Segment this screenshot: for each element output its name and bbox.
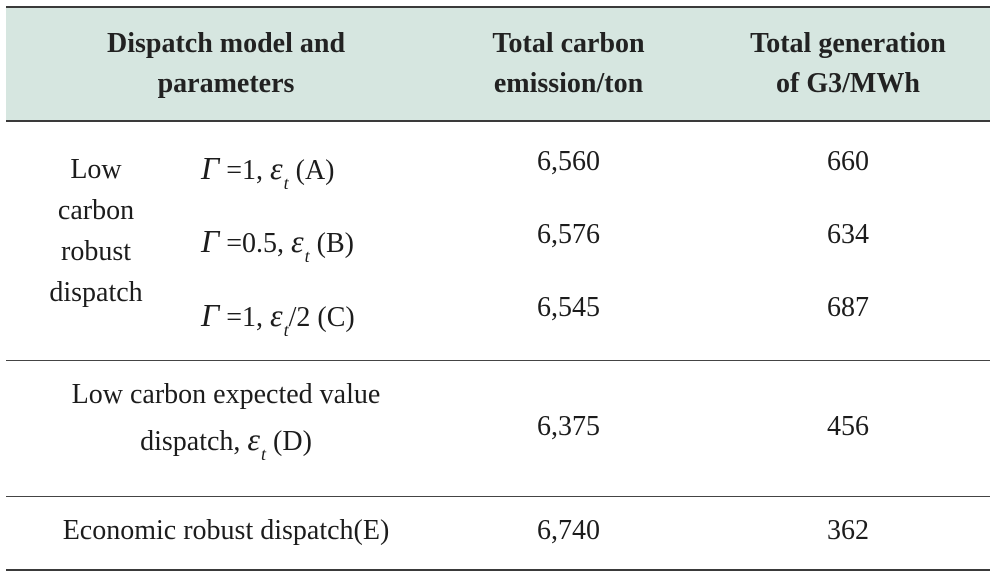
header-dispatch-model-line2: parameters: [157, 68, 295, 99]
group-label-line2: carbon: [57, 195, 135, 226]
row-divider: [6, 360, 990, 361]
row-b-suffix: (B): [309, 228, 354, 259]
gamma-value: =1,: [219, 302, 270, 333]
gamma-value: =1,: [219, 155, 270, 186]
table-header: Dispatch model and parameters Total carb…: [6, 6, 990, 122]
epsilon-subscript: t: [304, 246, 310, 266]
group-low-carbon-robust-label: Low carbon robust dispatch: [16, 148, 176, 315]
row-d-line2: dispatch, εt (D): [6, 421, 446, 464]
row-d-suffix: (D): [266, 426, 312, 457]
header-total-generation: Total generation of G3/MWh: [706, 24, 990, 104]
row-d-emission: 6,375: [537, 411, 600, 442]
row-e-generation: 362: [827, 515, 869, 546]
row-a-suffix: (A): [288, 155, 335, 186]
row-d-prefix: dispatch,: [140, 426, 248, 457]
gamma-value: =0.5,: [219, 228, 291, 259]
table-bottom-rule: [6, 569, 990, 571]
header-total-carbon-line1: Total carbon: [492, 28, 645, 59]
header-dispatch-model: Dispatch model and parameters: [6, 24, 446, 104]
row-a-generation: 660: [827, 146, 869, 177]
epsilon-subscript: t: [261, 444, 267, 464]
row-d-generation: 456: [827, 411, 869, 442]
row-b-emission: 6,576: [537, 219, 600, 250]
group-label-line3: robust: [61, 236, 131, 267]
epsilon-subscript: t: [283, 320, 289, 340]
row-d-params: Low carbon expected value dispatch, εt (…: [6, 378, 446, 464]
row-e-emission: 6,740: [537, 515, 600, 546]
row-divider: [6, 496, 990, 497]
group-label-line4: dispatch: [49, 277, 143, 308]
epsilon-symbol: ε: [291, 223, 304, 259]
header-total-carbon: Total carbon emission/ton: [456, 24, 681, 104]
header-total-generation-line2: of G3/MWh: [776, 68, 920, 99]
row-a-params: Γ =1, εt (A): [201, 150, 446, 193]
epsilon-symbol: ε: [270, 150, 283, 186]
header-total-generation-line1: Total generation: [750, 28, 946, 59]
gamma-symbol: Γ: [201, 150, 220, 186]
row-e-label: Economic robust dispatch(E): [62, 515, 390, 546]
row-b-params: Γ =0.5, εt (B): [201, 223, 446, 266]
gamma-symbol: Γ: [201, 297, 220, 333]
gamma-symbol: Γ: [201, 223, 220, 259]
row-c-emission: 6,545: [537, 292, 600, 323]
row-d-line1: Low carbon expected value: [71, 379, 381, 410]
epsilon-symbol: ε: [270, 297, 283, 333]
row-a-emission: 6,560: [537, 146, 600, 177]
epsilon-subscript: t: [283, 173, 289, 193]
group-label-line1: Low: [70, 154, 122, 185]
header-total-carbon-line2: emission/ton: [493, 68, 644, 99]
row-c-suffix: /2 (C): [288, 302, 355, 333]
epsilon-symbol: ε: [247, 421, 261, 457]
row-c-generation: 687: [827, 292, 869, 323]
header-dispatch-model-line1: Dispatch model and: [106, 28, 346, 59]
row-c-params: Γ =1, εt/2 (C): [201, 297, 446, 340]
row-b-generation: 634: [827, 219, 869, 250]
